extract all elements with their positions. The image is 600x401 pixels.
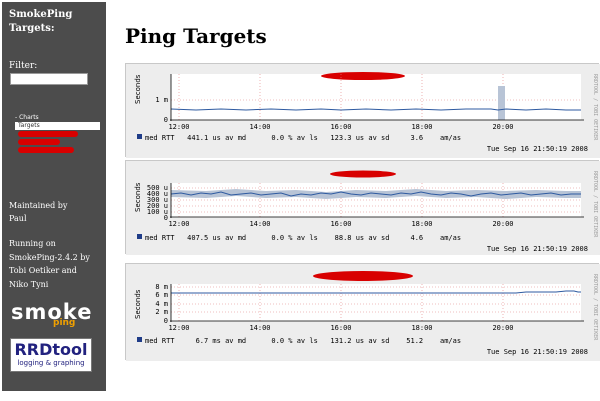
y-tick-label: 4 m <box>155 300 168 308</box>
y-tick-label: 6 m <box>155 291 168 299</box>
rrdtool-watermark: RRDTOOL / TOBI OETIKER <box>592 171 598 238</box>
x-tick-label: 14:00 <box>249 123 270 131</box>
y-tick-label: 500 u <box>147 184 168 192</box>
smoke-band <box>498 86 505 120</box>
y-tick-label: 100 u <box>147 208 168 216</box>
y-tick-label: 1 m <box>155 96 168 104</box>
y-tick-label: 0 <box>164 214 168 222</box>
x-tick-label: 12:00 <box>168 220 189 228</box>
sidebar-title: SmokePing Targets: <box>9 9 73 34</box>
x-tick-label: 20:00 <box>492 220 513 228</box>
target-nav: - Charts Targets <box>12 114 100 154</box>
x-tick-label: 20:00 <box>492 123 513 131</box>
ping-graph-1-svg: Seconds 1 m 0 12:00 14:00 16:00 18:00 20… <box>126 64 600 158</box>
x-tick-label: 18:00 <box>411 220 432 228</box>
legend-swatch <box>137 134 142 139</box>
x-tick-label: 14:00 <box>249 220 270 228</box>
graph-timestamp: Tue Sep 16 21:50:19 2008 <box>487 348 588 356</box>
smokeping-logo[interactable]: smoke ping <box>11 300 93 330</box>
x-tick-label: 14:00 <box>249 324 270 332</box>
legend-swatch <box>137 337 142 342</box>
median-rtt-line <box>170 191 581 197</box>
nav-item-redacted-3[interactable] <box>15 146 100 154</box>
maintainer-name: Paul <box>9 214 27 223</box>
x-tick-label: 12:00 <box>168 324 189 332</box>
x-tick-label: 16:00 <box>330 220 351 228</box>
nav-item-redacted-2[interactable] <box>15 138 100 146</box>
running-on-label: Running on <box>9 239 56 248</box>
rrdtool-logo[interactable]: RRDtool logging & graphing <box>10 338 92 372</box>
legend-swatch <box>137 234 142 239</box>
legend-median-rtt: med RTT 407.5 us av md 0.0 % av ls 88.8 … <box>145 234 461 242</box>
y-axis-label: Seconds <box>134 74 142 104</box>
x-tick-label: 12:00 <box>168 123 189 131</box>
y-axis-label: Seconds <box>134 289 142 319</box>
x-tick-label: 20:00 <box>492 324 513 332</box>
plot-area <box>171 74 581 120</box>
ping-graph-3-svg: Seconds 8 m 6 m 4 m 2 m 0 12:00 14:00 16… <box>126 264 600 361</box>
x-tick-label: 16:00 <box>330 324 351 332</box>
y-tick-label: 200 u <box>147 202 168 210</box>
redaction-mark <box>18 138 60 145</box>
ping-graph-1[interactable]: Seconds 1 m 0 12:00 14:00 16:00 18:00 20… <box>125 63 600 158</box>
smokeping-logo-ping: ping <box>53 318 76 328</box>
maintained-by-label: Maintained by <box>9 201 68 210</box>
legend-median-rtt: med RTT 6.7 ms av md 0.0 % av ls 131.2 u… <box>145 337 461 345</box>
ping-graph-3[interactable]: Seconds 8 m 6 m 4 m 2 m 0 12:00 14:00 16… <box>125 263 600 361</box>
version-text[interactable]: SmokePing-2.4.2 by <box>9 253 90 262</box>
filter-label: Filter: <box>9 61 38 71</box>
redaction-mark <box>18 146 74 153</box>
sidebar: SmokePing Targets: Filter: - Charts Targ… <box>2 2 106 391</box>
y-axis-label: Seconds <box>134 182 142 212</box>
rrdtool-watermark: RRDTOOL / TOBI OETIKER <box>592 74 598 141</box>
y-tick-label: 400 u <box>147 190 168 198</box>
author-1[interactable]: Tobi Oetiker and <box>9 266 77 275</box>
x-tick-label: 18:00 <box>411 324 432 332</box>
nav-item-redacted-1[interactable] <box>15 130 100 138</box>
nav-item-targets[interactable]: Targets <box>15 122 100 130</box>
x-tick-label: 18:00 <box>411 123 432 131</box>
ping-graph-2[interactable]: Seconds 500 u 400 u 300 u 200 u 100 u 0 … <box>125 160 600 255</box>
legend-median-rtt: med RTT 441.1 us av md 0.0 % av ls 123.3… <box>145 134 461 142</box>
redacted-graph-title <box>330 170 396 178</box>
median-rtt-line <box>171 290 581 294</box>
y-tick-label: 0 <box>164 116 168 124</box>
rrdtool-logo-subtitle: logging & graphing <box>17 359 85 367</box>
rrdtool-logo-title: RRDtool <box>14 340 88 359</box>
y-tick-label: 2 m <box>155 308 168 316</box>
y-tick-label: 8 m <box>155 283 168 291</box>
ping-graph-2-svg: Seconds 500 u 400 u 300 u 200 u 100 u 0 … <box>126 161 600 255</box>
page-title: Ping Targets <box>125 24 267 48</box>
author-2[interactable]: Niko Tyni <box>9 280 49 289</box>
filter-input[interactable] <box>10 73 88 85</box>
nav-item-charts[interactable]: - Charts <box>15 114 39 121</box>
y-tick-label: 0 <box>164 317 168 325</box>
plot-area <box>171 284 581 321</box>
graph-timestamp: Tue Sep 16 21:50:19 2008 <box>487 245 588 253</box>
redaction-mark <box>18 130 78 137</box>
smokeping-logo-word: smoke <box>11 300 93 324</box>
grid <box>171 284 581 321</box>
rrdtool-watermark: RRDTOOL / TOBI OETIKER <box>592 274 598 341</box>
x-tick-label: 16:00 <box>330 123 351 131</box>
redacted-graph-title <box>321 72 405 80</box>
redacted-graph-title <box>313 271 413 281</box>
median-rtt-line <box>170 108 581 111</box>
graph-timestamp: Tue Sep 16 21:50:19 2008 <box>487 145 588 153</box>
y-tick-label: 300 u <box>147 196 168 204</box>
